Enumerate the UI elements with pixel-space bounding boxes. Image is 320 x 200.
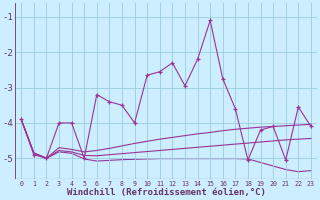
X-axis label: Windchill (Refroidissement éolien,°C): Windchill (Refroidissement éolien,°C) (67, 188, 266, 197)
